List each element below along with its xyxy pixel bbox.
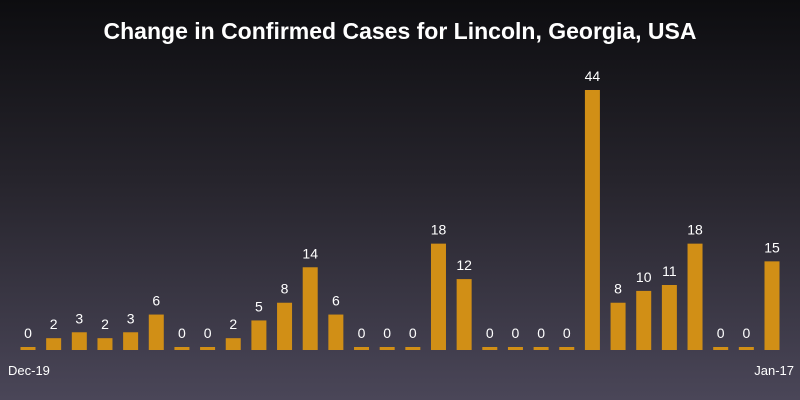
bar-23 bbox=[610, 302, 626, 350]
bar-value-label-13: 0 bbox=[358, 325, 366, 341]
bar-value-label-14: 0 bbox=[383, 325, 391, 341]
bar-value-label-15: 0 bbox=[409, 325, 417, 341]
bar-29 bbox=[764, 261, 780, 350]
bar-7 bbox=[200, 347, 216, 350]
bar-value-label-24: 10 bbox=[636, 269, 652, 285]
bar-value-label-26: 18 bbox=[687, 222, 703, 238]
bar-0 bbox=[20, 347, 36, 350]
bar-8 bbox=[225, 338, 241, 350]
chart-title: Change in Confirmed Cases for Lincoln, G… bbox=[103, 18, 697, 44]
bar-26 bbox=[687, 243, 703, 350]
bar-9 bbox=[251, 320, 267, 350]
bar-22 bbox=[584, 90, 600, 350]
bar-value-label-21: 0 bbox=[563, 325, 571, 341]
bar-27 bbox=[713, 347, 729, 350]
bar-value-label-27: 0 bbox=[717, 325, 725, 341]
x-tick-label-end: Jan-17 bbox=[754, 363, 794, 378]
bar-20 bbox=[533, 347, 549, 350]
bar-value-label-17: 12 bbox=[456, 257, 472, 273]
bars-group bbox=[20, 90, 780, 350]
bar-13 bbox=[354, 347, 370, 350]
bar-12 bbox=[328, 314, 344, 350]
bar-17 bbox=[456, 279, 472, 350]
x-tick-label-start: Dec-19 bbox=[8, 363, 50, 378]
bar-28 bbox=[738, 347, 754, 350]
bar-value-label-20: 0 bbox=[537, 325, 545, 341]
bar-value-label-16: 18 bbox=[431, 222, 447, 238]
bar-25 bbox=[661, 285, 677, 350]
bar-value-label-22: 44 bbox=[585, 68, 601, 84]
bar-15 bbox=[405, 347, 421, 350]
bar-6 bbox=[174, 347, 190, 350]
bar-value-label-10: 8 bbox=[281, 281, 289, 297]
bar-10 bbox=[277, 302, 293, 350]
bar-value-label-18: 0 bbox=[486, 325, 494, 341]
bar-value-label-25: 11 bbox=[662, 263, 677, 279]
bar-value-label-7: 0 bbox=[204, 325, 212, 341]
bar-value-label-3: 2 bbox=[101, 316, 109, 332]
bar-value-label-2: 3 bbox=[75, 310, 83, 326]
bar-value-label-12: 6 bbox=[332, 293, 340, 309]
bar-11 bbox=[302, 267, 318, 350]
bar-24 bbox=[636, 290, 652, 350]
bar-18 bbox=[482, 347, 498, 350]
bar-value-label-11: 14 bbox=[302, 245, 318, 261]
bar-value-label-19: 0 bbox=[512, 325, 520, 341]
bar-value-label-9: 5 bbox=[255, 298, 263, 314]
bar-3 bbox=[97, 338, 113, 350]
bar-value-label-8: 2 bbox=[229, 316, 237, 332]
bar-value-label-0: 0 bbox=[24, 325, 32, 341]
bar-value-label-6: 0 bbox=[178, 325, 186, 341]
bar-4 bbox=[123, 332, 139, 350]
bar-value-label-28: 0 bbox=[742, 325, 750, 341]
bar-value-label-23: 8 bbox=[614, 281, 622, 297]
bar-value-label-29: 15 bbox=[764, 239, 780, 255]
bar-21 bbox=[559, 347, 575, 350]
bar-2 bbox=[71, 332, 87, 350]
bar-16 bbox=[430, 243, 446, 350]
bar-19 bbox=[507, 347, 523, 350]
bar-value-label-1: 2 bbox=[50, 316, 58, 332]
bar-1 bbox=[46, 338, 62, 350]
bar-5 bbox=[148, 314, 164, 350]
bar-value-label-4: 3 bbox=[127, 310, 135, 326]
bar-value-label-5: 6 bbox=[152, 293, 160, 309]
value-labels-group: 0 2 3 2 3 6 0 0 2 5 8 14 6 0 0 0 18 12 0 0 0 0 44 8 10 11 18 0 0 15 bbox=[24, 68, 780, 341]
bar-14 bbox=[379, 347, 395, 350]
